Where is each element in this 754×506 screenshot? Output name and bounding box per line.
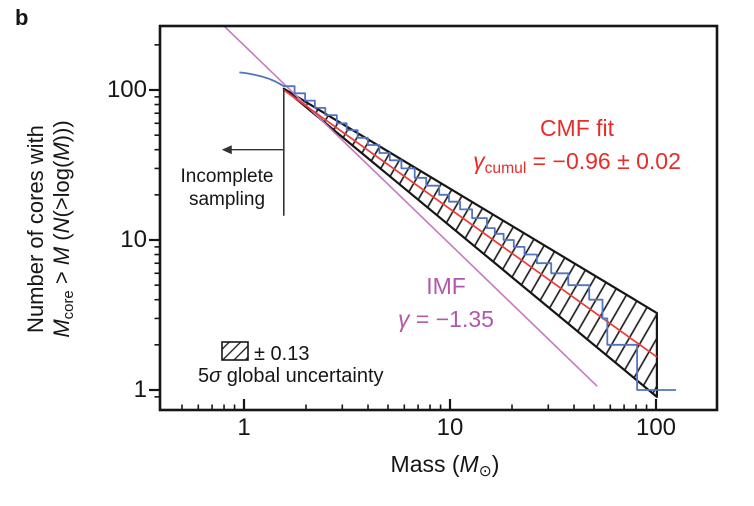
imf-annotation: IMF γ = −1.35	[346, 270, 546, 336]
text-segment: >	[49, 265, 74, 291]
imf-title: IMF	[426, 273, 466, 299]
text-segment: Mass (	[390, 451, 460, 477]
text-segment: M	[49, 319, 74, 338]
incomplete-sampling-line1: Incomplete	[180, 166, 274, 187]
cmf-fit-equation: γcumul = −0.96 ± 0.02	[437, 145, 717, 181]
y-axis-title-line1: Number of cores with	[23, 125, 48, 333]
plot-border	[158, 24, 719, 412]
legend-uncertainty-value: ± 0.13	[254, 343, 310, 365]
text-segment: (>log(	[49, 160, 74, 218]
text-segment: core	[59, 290, 77, 320]
text-segment: M	[459, 451, 479, 477]
text-segment: γ	[473, 148, 485, 174]
incomplete-sampling-line2: sampling	[188, 189, 266, 210]
text-segment: σ	[209, 365, 222, 387]
incomplete-sampling-label: Incomplete sampling	[151, 165, 303, 211]
x-tick-label-10: 10	[436, 414, 464, 441]
text-segment: )	[491, 451, 500, 477]
text-segment: = −1.35	[409, 306, 494, 332]
y-tick-label-10: 10	[120, 226, 147, 253]
observed-cmf-step-curve	[239, 71, 676, 391]
text-segment: M	[49, 142, 74, 161]
cmf-fit-annotation: CMF fit γcumul = −0.96 ± 0.02	[437, 112, 717, 181]
legend-uncertainty-caption: 5σ global uncertainty	[198, 365, 384, 388]
text-segment: )))	[49, 120, 74, 143]
x-tick-label-100: 100	[635, 414, 677, 441]
x-tick-label-1: 1	[237, 414, 251, 441]
text-segment: 5	[198, 365, 210, 387]
panel-label: b	[15, 5, 29, 30]
uncertainty-band	[282, 87, 658, 398]
text-segment: global uncertainty	[221, 365, 384, 387]
legend-hatch-swatch	[221, 341, 249, 361]
y-tick-label-100: 100	[106, 76, 147, 103]
y-tick-label-1: 1	[133, 376, 147, 403]
text-segment: = −0.96 ± 0.02	[526, 148, 681, 174]
cmf-fit-title: CMF fit	[539, 115, 615, 141]
cmf-fit-line	[283, 89, 658, 358]
incomplete-sampling-arrow-head	[221, 145, 232, 155]
text-segment: ⊙	[478, 462, 492, 480]
text-segment: γ	[398, 306, 410, 332]
text-segment: cumul	[484, 159, 527, 177]
imf-equation: γ = −1.35	[346, 303, 546, 336]
x-axis-title: Mass (M⊙)	[345, 451, 545, 480]
